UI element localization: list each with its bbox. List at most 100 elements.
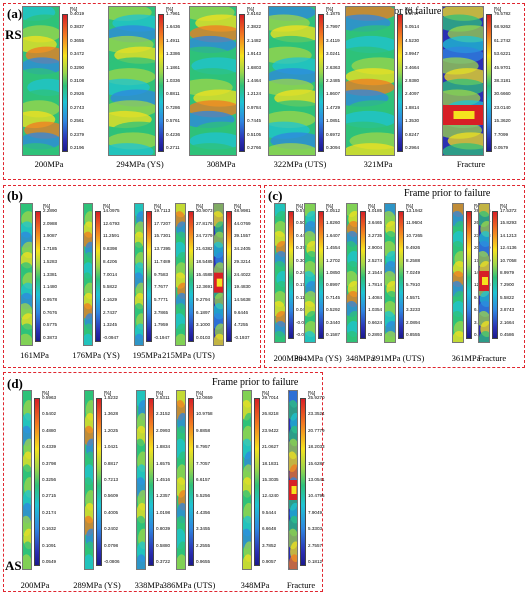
colorbar-tick-label: 23.0140 — [494, 104, 511, 110]
colorbar-tick-label: 0.2893 — [368, 332, 383, 337]
colorbar-tick-label: 4.4356 — [196, 509, 211, 515]
colorbar-tick-label: 7.7099 — [494, 131, 509, 137]
colorbar — [96, 398, 102, 566]
colorbar-tick-label: 1.6575 — [156, 460, 171, 466]
colorbar-tick-label: 7.2900 — [500, 282, 515, 288]
colorbar-tick-label: 2.3152 — [156, 411, 171, 417]
frame-caption: 294MPa (YS) — [116, 159, 164, 169]
colorbar-tick-label: 0.3655 — [70, 37, 85, 43]
colorbar-tick-label: 5.5822 — [103, 284, 118, 290]
colorbar-tick-label: 0.4880 — [42, 427, 57, 433]
colorbar-tick-label: 0.7145 — [326, 294, 341, 300]
colorbar-tick-label: 27.8176 — [196, 220, 213, 226]
colorbar-tick-label: 11.2591 — [103, 233, 120, 239]
colorbar-tick-label: 1.0336 — [166, 78, 181, 83]
specimen-strain-map — [242, 390, 252, 570]
colorbar-tick-label: 0.0798 — [104, 542, 119, 548]
colorbar-tick-label: 0.5609 — [104, 493, 119, 499]
colorbar-tick-label: 1.3245 — [103, 322, 118, 328]
colorbar-tick-label: 14.1213 — [500, 232, 517, 238]
colorbar-unit: [%] — [196, 204, 204, 210]
colorbar-tick-label: 0.1812 — [308, 559, 323, 564]
colorbar-tick-label: 0.3108 — [70, 78, 85, 83]
panel-a-label: (a) — [7, 6, 23, 21]
colorbar — [288, 211, 294, 339]
colorbar-tick-label: 0.7676 — [43, 309, 58, 315]
colorbar-tick-label: 0.7286 — [166, 104, 181, 110]
colorbar-unit: [%] — [262, 391, 270, 397]
colorbar-tick-label: 0.3837 — [70, 24, 85, 30]
colorbar-tick-label: 1.6436 — [166, 24, 181, 30]
colorbar-tick-label: 5.5256 — [196, 493, 211, 499]
colorbar-unit: [%] — [247, 7, 255, 13]
colorbar-tick-label: 1.3381 — [43, 271, 58, 277]
specimen-strain-map — [304, 203, 316, 343]
colorbar-tick-label: 0.1632 — [42, 526, 57, 532]
colorbar-unit: [%] — [474, 204, 482, 210]
colorbar-tick-label: 34.2405 — [234, 246, 251, 252]
colorbar-unit: [%] — [104, 391, 112, 397]
colorbar — [254, 398, 260, 566]
colorbar-tick-label: 13.0541 — [308, 477, 325, 482]
colorbar-tick-label: 2.0993 — [156, 427, 171, 433]
colorbar-tick-label: 20.7779 — [308, 427, 325, 433]
colorbar-tick-label: 14.5638 — [234, 296, 251, 302]
colorbar-tick-label: 0.2743 — [70, 104, 85, 110]
colorbar-tick-label: 23.3524 — [308, 411, 325, 417]
colorbar-tick-label: 30.9073 — [196, 208, 213, 213]
colorbar-tick-label: 2.0512 — [326, 208, 341, 213]
colorbar-tick-label: 2.5311 — [156, 395, 170, 400]
specimen-strain-map — [108, 6, 156, 156]
specimen-strain-map — [452, 203, 464, 343]
colorbar-tick-label: 1.9143 — [247, 51, 262, 57]
colorbar-tick-label: 9.8398 — [103, 246, 118, 252]
colorbar-tick-label: 8.4206 — [103, 258, 118, 264]
colorbar-tick-label: 0.8811 — [166, 91, 180, 97]
specimen-strain-map — [213, 203, 224, 346]
colorbar-unit: [%] — [166, 7, 174, 13]
colorbar-tick-label: 5.5822 — [500, 294, 515, 300]
colorbar-tick-label: 1.8607 — [326, 91, 341, 97]
colorbar-tick-label: 38.3181 — [494, 78, 511, 83]
colorbar-tick-label: 12.4136 — [500, 245, 517, 251]
colorbar — [318, 14, 324, 152]
colorbar-tick-label: 1.2357 — [156, 493, 171, 499]
colorbar-tick-label: 3.1000 — [196, 322, 211, 328]
colorbar-tick-label: 7.9049 — [308, 509, 323, 515]
colorbar-tick-label: 68.9262 — [494, 24, 511, 30]
colorbar — [62, 14, 68, 152]
colorbar-tick-label: 26.8218 — [262, 411, 279, 417]
panel-d — [3, 372, 323, 592]
colorbar-tick-label: 0.8247 — [405, 131, 420, 137]
colorbar — [226, 211, 232, 342]
colorbar — [95, 211, 101, 342]
colorbar-tick-label: 0.6972 — [326, 131, 341, 137]
specimen-strain-map — [176, 390, 186, 570]
colorbar-tick-label: 1.5232 — [104, 395, 119, 400]
colorbar-tick-label: 24.7279 — [196, 233, 213, 239]
colorbar-unit: [%] — [405, 7, 413, 13]
colorbar-tick-label: 9.6446 — [234, 309, 249, 315]
colorbar-tick-label: 0.2926 — [70, 91, 85, 97]
colorbar-unit: [%] — [43, 204, 51, 210]
colorbar-tick-label: 9.8858 — [196, 427, 211, 433]
frame-caption: 289MPa (YS) — [73, 580, 121, 590]
panel-c — [264, 185, 525, 368]
colorbar-tick-label: 0.8997 — [326, 282, 341, 288]
colorbar-tick-label: 10.4795 — [308, 493, 325, 499]
colorbar-tick-label: 0.1587 — [326, 332, 341, 337]
colorbar-unit: [%] — [42, 391, 50, 397]
frame-caption: 348MPa — [240, 580, 270, 590]
colorbar-tick-label: 3.4664 — [405, 64, 420, 70]
colorbar-tick-label: 2.3822 — [247, 24, 262, 30]
colorbar-tick-label: 2.1482 — [247, 37, 262, 43]
frame-caption: 308MPa — [206, 159, 236, 169]
colorbar-tick-label: 14.0975 — [103, 208, 120, 213]
colorbar-tick-label: 0.2437 — [296, 270, 311, 275]
panel-d-label: (d) — [7, 376, 23, 391]
colorbar-tick-label: 0.9057 — [262, 559, 277, 564]
colorbar-tick-label: 1.4729 — [326, 104, 341, 110]
colorbar-tick-label: 24.4022 — [234, 271, 251, 277]
colorbar-tick-label: 12.3691 — [196, 284, 213, 290]
colorbar-tick-label: 5.7771 — [154, 296, 169, 302]
